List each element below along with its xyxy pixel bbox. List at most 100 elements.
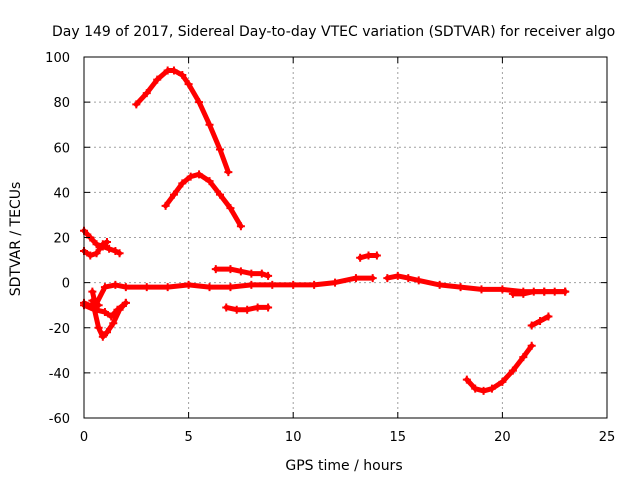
x-tick-label: 5 (184, 430, 192, 445)
data-point (368, 274, 377, 283)
data-point (100, 283, 109, 292)
x-axis-label: GPS time / hours (285, 458, 402, 474)
data-point (236, 222, 245, 231)
data-point (264, 271, 273, 280)
data-point (109, 319, 118, 328)
chart-title: Day 149 of 2017, Sidereal Day-to-day VTE… (52, 24, 615, 40)
data-point (90, 296, 99, 305)
series-line (133, 68, 231, 175)
data-point (356, 253, 365, 262)
data-point (111, 280, 120, 289)
data-point (226, 283, 235, 292)
data-point (184, 280, 193, 289)
y-tick-label: 100 (45, 51, 70, 66)
data-point (142, 89, 151, 98)
data-point (414, 276, 423, 285)
series-arc11 (356, 251, 381, 262)
data-point (161, 201, 170, 210)
data-point (103, 328, 112, 337)
y-tick-label: 40 (53, 186, 70, 201)
data-point (536, 316, 545, 325)
data-point (142, 283, 151, 292)
data-point (550, 287, 559, 296)
series-arc4 (80, 238, 112, 260)
data-series (80, 66, 570, 395)
x-tick-label: 15 (390, 430, 407, 445)
series-line (464, 343, 535, 394)
data-point (462, 375, 471, 384)
y-tick-label: -60 (49, 412, 70, 427)
data-point (383, 274, 392, 283)
y-tick-label: -20 (49, 322, 70, 337)
series-arc15 (527, 312, 553, 330)
data-point (205, 120, 214, 129)
data-point (205, 177, 214, 186)
data-point (351, 274, 360, 283)
data-point (404, 274, 413, 283)
data-point (98, 240, 107, 249)
data-point (364, 251, 373, 260)
data-point (88, 287, 97, 296)
data-point (103, 238, 112, 247)
data-point (195, 170, 204, 179)
data-point (186, 172, 195, 181)
data-point (257, 269, 266, 278)
series-arc1 (132, 66, 233, 177)
data-point (519, 353, 528, 362)
data-point (205, 283, 214, 292)
data-point (115, 305, 124, 314)
x-tick-label: 20 (494, 430, 511, 445)
data-point (169, 66, 178, 75)
data-point (498, 285, 507, 294)
data-point (487, 384, 496, 393)
data-point (98, 332, 107, 341)
series-arc2 (161, 170, 245, 231)
data-point (268, 280, 277, 289)
data-point (121, 298, 130, 307)
data-point (115, 249, 124, 258)
data-point (105, 244, 114, 253)
series-arc9 (211, 265, 273, 280)
series-arc13 (508, 287, 570, 298)
x-tick-label: 0 (80, 430, 88, 445)
data-point (121, 283, 130, 292)
data-point (211, 265, 220, 274)
data-point (111, 247, 120, 256)
data-point (544, 312, 553, 321)
data-point (508, 289, 517, 298)
data-point (226, 204, 235, 213)
data-point (456, 283, 465, 292)
data-point (508, 366, 517, 375)
data-point (243, 305, 252, 314)
data-point (178, 179, 187, 188)
x-tick-label: 10 (285, 430, 302, 445)
data-point (163, 283, 172, 292)
data-point (215, 190, 224, 199)
data-point (224, 168, 233, 177)
y-tick-label: 0 (62, 277, 70, 292)
data-point (94, 323, 103, 332)
data-point (226, 265, 235, 274)
data-point (222, 303, 231, 312)
data-point (153, 75, 162, 84)
data-point (310, 280, 319, 289)
data-point (561, 287, 570, 296)
data-point (527, 341, 536, 350)
data-point (215, 145, 224, 154)
data-point (195, 98, 204, 107)
data-point (498, 377, 507, 386)
data-point (236, 267, 245, 276)
data-point (132, 100, 141, 109)
series-arc7 (88, 296, 130, 341)
series-arc8 (88, 287, 103, 310)
data-point (471, 384, 480, 393)
data-point (184, 80, 193, 89)
data-point (247, 269, 256, 278)
data-point (435, 280, 444, 289)
data-point (331, 278, 340, 287)
y-tick-label: 60 (53, 141, 70, 156)
x-tick-label: 25 (599, 430, 616, 445)
data-point (247, 280, 256, 289)
data-point (169, 190, 178, 199)
